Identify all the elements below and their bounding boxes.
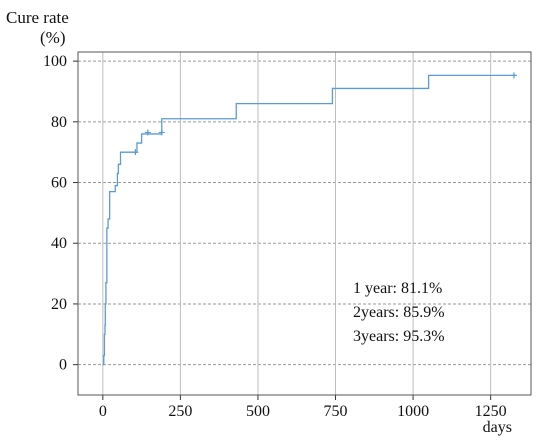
censor-mark [510, 72, 517, 79]
axes [73, 51, 532, 400]
x-tick-label: 1250 [475, 403, 507, 420]
x-tick-label: 0 [99, 403, 107, 420]
annotation-box: 1 year: 81.1% 2years: 85.9% 3years: 95.3% [353, 280, 445, 345]
x-tick-label: 250 [168, 403, 192, 420]
x-tick-label: 1000 [397, 403, 429, 420]
y-tick-label: 0 [59, 357, 67, 374]
annotation-line: 3years: 95.3% [353, 328, 445, 345]
censor-mark [132, 149, 139, 156]
y-tick-label: 100 [43, 53, 67, 70]
y-axis-unit: (%) [40, 28, 66, 47]
x-axis-label: days [483, 419, 512, 436]
y-tick-label: 40 [51, 235, 67, 252]
annotation-line: 1 year: 81.1% [353, 280, 442, 297]
series-layer [102, 72, 517, 366]
grid [78, 52, 531, 395]
plot-frame [77, 51, 532, 396]
y-tick-label: 20 [51, 296, 67, 313]
cure-rate-step-line [102, 74, 516, 366]
x-tick-label: 500 [246, 403, 270, 420]
annotation-line: 2years: 85.9% [353, 304, 445, 321]
x-tick-label: 750 [324, 403, 348, 420]
censor-mark [158, 129, 165, 136]
y-axis-label: Cure rate [6, 8, 69, 27]
censor-mark [144, 129, 151, 136]
y-tick-label: 60 [51, 175, 67, 192]
y-tick-label: 80 [51, 114, 67, 131]
